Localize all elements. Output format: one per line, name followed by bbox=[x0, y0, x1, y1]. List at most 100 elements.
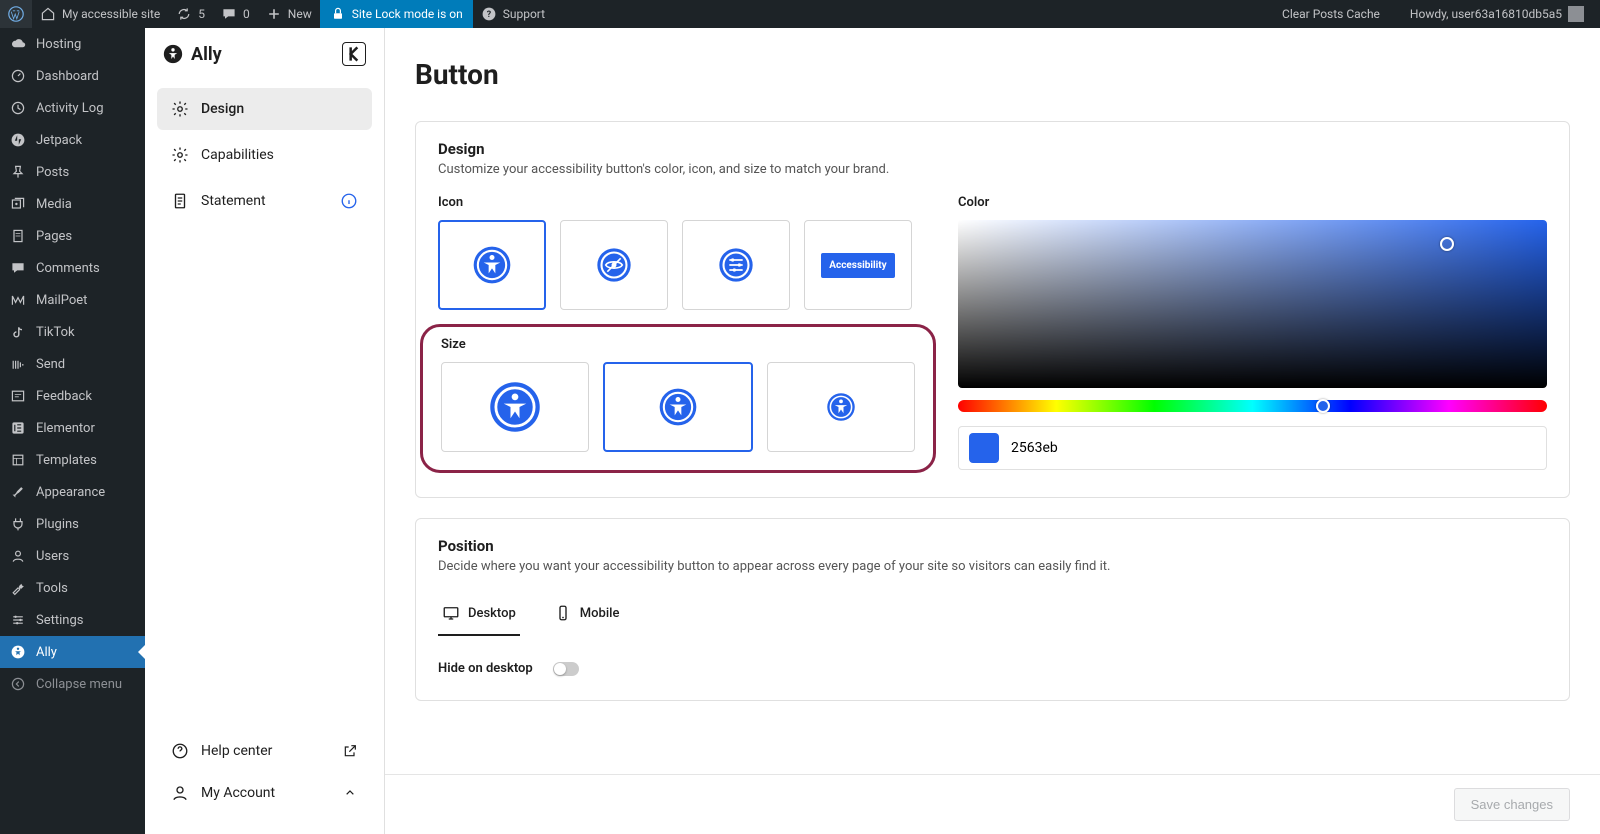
howdy-link[interactable]: Howdy, user63a16810db5a5 bbox=[1402, 0, 1592, 28]
wordpress-icon bbox=[8, 6, 24, 22]
design-desc: Customize your accessibility button's co… bbox=[438, 162, 1547, 177]
jetpack-icon bbox=[10, 132, 26, 148]
wp-menu-comments[interactable]: Comments bbox=[0, 252, 145, 284]
clear-cache-link[interactable]: Clear Posts Cache bbox=[1274, 0, 1388, 28]
color-swatch bbox=[969, 433, 999, 463]
wp-menu-tools[interactable]: Tools bbox=[0, 572, 145, 604]
wp-menu-ally[interactable]: Ally bbox=[0, 636, 145, 668]
help-icon: ? bbox=[481, 6, 497, 22]
person-icon bbox=[658, 387, 698, 427]
icon-option-sliders[interactable] bbox=[682, 220, 790, 310]
feedback-icon bbox=[10, 388, 26, 404]
support-link[interactable]: ?Support bbox=[473, 0, 553, 28]
color-saturation-field[interactable] bbox=[958, 220, 1547, 388]
plug-icon bbox=[10, 516, 26, 532]
collapse-menu-button[interactable]: Collapse menu bbox=[0, 668, 145, 700]
tiktok-icon bbox=[10, 324, 26, 340]
wp-menu-activity-log[interactable]: Activity Log bbox=[0, 92, 145, 124]
elementor-icon bbox=[10, 420, 26, 436]
size-option-md[interactable] bbox=[603, 362, 753, 452]
pin-icon bbox=[10, 164, 26, 180]
refresh-icon bbox=[176, 6, 192, 22]
wp-menu-tiktok[interactable]: TikTok bbox=[0, 316, 145, 348]
collapse-ally-sidebar-button[interactable] bbox=[342, 42, 366, 66]
tab-mobile[interactable]: Mobile bbox=[550, 592, 624, 636]
wp-menu-appearance[interactable]: Appearance bbox=[0, 476, 145, 508]
size-option-lg[interactable] bbox=[441, 362, 589, 452]
lock-label: Site Lock mode is on bbox=[352, 7, 463, 21]
cloud-icon bbox=[10, 36, 26, 52]
tab-desktop[interactable]: Desktop bbox=[438, 592, 520, 636]
svg-text:?: ? bbox=[487, 10, 492, 20]
doc-icon bbox=[171, 192, 189, 210]
size-option-sm[interactable] bbox=[767, 362, 915, 452]
updates-count: 5 bbox=[198, 7, 205, 21]
ally-icon bbox=[10, 644, 26, 660]
wp-menu-jetpack[interactable]: Jetpack bbox=[0, 124, 145, 156]
ally-nav-design[interactable]: Design bbox=[157, 88, 372, 130]
wp-menu-plugins[interactable]: Plugins bbox=[0, 508, 145, 540]
ally-brand-header: Ally bbox=[145, 28, 384, 80]
person-icon bbox=[488, 380, 542, 434]
new-label: New bbox=[288, 7, 312, 21]
ally-logo-icon bbox=[163, 44, 183, 64]
wp-menu-settings[interactable]: Settings bbox=[0, 604, 145, 636]
hue-slider[interactable] bbox=[958, 400, 1547, 412]
ally-footer-help-center[interactable]: Help center bbox=[157, 730, 372, 772]
templates-icon bbox=[10, 452, 26, 468]
wp-menu-pages[interactable]: Pages bbox=[0, 220, 145, 252]
comment-icon bbox=[221, 6, 237, 22]
wp-logo[interactable] bbox=[0, 0, 32, 28]
site-lock-notice[interactable]: Site Lock mode is on bbox=[320, 0, 473, 28]
admin-bar: My accessible site 5 0 New Site Lock mod… bbox=[0, 0, 1600, 28]
wp-menu-hosting[interactable]: Hosting bbox=[0, 28, 145, 60]
collapse-icon bbox=[10, 676, 26, 692]
hide-desktop-toggle[interactable] bbox=[553, 662, 579, 676]
color-label: Color bbox=[958, 195, 1547, 210]
person-icon bbox=[826, 392, 856, 422]
gear-icon bbox=[171, 100, 189, 118]
chevron-up-icon bbox=[342, 785, 358, 801]
ally-nav-capabilities[interactable]: Capabilities bbox=[157, 134, 372, 176]
sliders-icon bbox=[10, 612, 26, 628]
color-hex-input[interactable] bbox=[1011, 440, 1536, 456]
user-avatar bbox=[1568, 6, 1584, 22]
wp-menu-templates[interactable]: Templates bbox=[0, 444, 145, 476]
ally-nav-statement[interactable]: Statement bbox=[157, 180, 372, 222]
mobile-icon bbox=[554, 604, 572, 622]
icon-label: Icon bbox=[438, 195, 918, 210]
color-cursor[interactable] bbox=[1440, 237, 1454, 251]
save-changes-button[interactable]: Save changes bbox=[1454, 788, 1570, 821]
accessibility-badge: Accessibility bbox=[821, 253, 894, 278]
save-bar: Save changes bbox=[385, 774, 1600, 834]
design-panel: Design Customize your accessibility butt… bbox=[415, 121, 1570, 498]
new-link[interactable]: New bbox=[258, 0, 320, 28]
updates-link[interactable]: 5 bbox=[168, 0, 213, 28]
ally-sidebar: Ally DesignCapabilitiesStatement Help ce… bbox=[145, 28, 385, 834]
user-icon bbox=[171, 784, 189, 802]
info-icon bbox=[340, 192, 358, 210]
wp-menu-elementor[interactable]: Elementor bbox=[0, 412, 145, 444]
size-label: Size bbox=[441, 337, 915, 352]
wp-admin-sidebar: HostingDashboardActivity LogJetpackPosts… bbox=[0, 28, 145, 834]
wp-menu-users[interactable]: Users bbox=[0, 540, 145, 572]
wp-menu-posts[interactable]: Posts bbox=[0, 156, 145, 188]
sliders-icon bbox=[716, 245, 756, 285]
wp-menu-mailpoet[interactable]: MailPoet bbox=[0, 284, 145, 316]
comments-link[interactable]: 0 bbox=[213, 0, 258, 28]
icon-option-person[interactable] bbox=[438, 220, 546, 310]
icon-option-eye[interactable] bbox=[560, 220, 668, 310]
wp-menu-feedback[interactable]: Feedback bbox=[0, 380, 145, 412]
icon-option-badge[interactable]: Accessibility bbox=[804, 220, 912, 310]
desktop-icon bbox=[442, 604, 460, 622]
page-title: Button bbox=[385, 28, 1600, 111]
wp-menu-send[interactable]: Send bbox=[0, 348, 145, 380]
user-icon bbox=[10, 548, 26, 564]
hue-cursor[interactable] bbox=[1316, 399, 1330, 413]
site-name-link[interactable]: My accessible site bbox=[32, 0, 168, 28]
wp-menu-media[interactable]: Media bbox=[0, 188, 145, 220]
wp-menu-dashboard[interactable]: Dashboard bbox=[0, 60, 145, 92]
gauge-icon bbox=[10, 68, 26, 84]
page-icon bbox=[10, 228, 26, 244]
ally-footer-my-account[interactable]: My Account bbox=[157, 772, 372, 814]
